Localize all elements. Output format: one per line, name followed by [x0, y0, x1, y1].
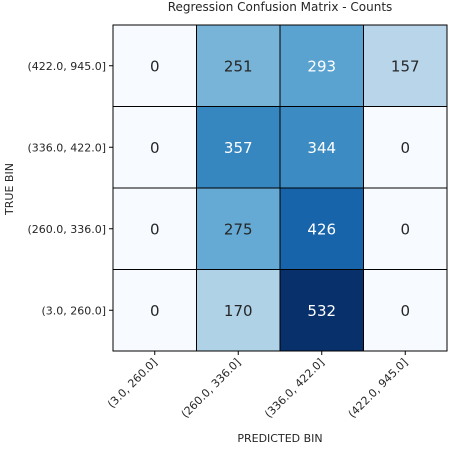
cell-value-label: 357: [224, 139, 253, 157]
x-tick-label: (336.0, 422.0]: [262, 356, 327, 421]
cell-value-label: 426: [307, 220, 336, 238]
cell-value-label: 157: [391, 57, 420, 75]
cell-value-label: 0: [400, 302, 410, 320]
y-tick-label: (336.0, 422.0]: [27, 141, 106, 154]
cell-value-label: 0: [150, 220, 160, 238]
x-axis-label: PREDICTED BIN: [237, 432, 322, 445]
cell-value-label: 0: [150, 302, 160, 320]
cell-value-label: 0: [150, 57, 160, 75]
cell-value-label: 0: [400, 220, 410, 238]
y-tick-label: (3.0, 260.0]: [41, 304, 106, 317]
heatmap-cell: [363, 106, 448, 189]
cell-value-label: 0: [150, 139, 160, 157]
x-tick-label: (422.0, 945.0]: [346, 356, 411, 421]
y-axis-label: TRUE BIN: [3, 163, 16, 216]
x-tick-label: (260.0, 336.0]: [179, 356, 244, 421]
chart-title: Regression Confusion Matrix - Counts: [168, 0, 393, 14]
cell-value-label: 275: [224, 220, 253, 238]
cell-value-label: 0: [400, 139, 410, 157]
axis-ticks: [109, 65, 406, 355]
heatmap-cell: [112, 269, 197, 352]
heatmap-cell: [363, 187, 448, 270]
heatmap-cell: [196, 106, 281, 189]
y-tick-labels: (422.0, 945.0] (336.0, 422.0] (260.0, 336.…: [27, 60, 106, 318]
heatmap-cell: [196, 187, 281, 270]
heatmap-cell: [112, 24, 197, 107]
x-tick-label: (3.0, 260.0]: [105, 356, 160, 411]
cell-value-label: 293: [307, 57, 336, 75]
y-tick-label: (260.0, 336.0]: [27, 223, 106, 236]
heatmap-cell: [196, 24, 281, 107]
heatmap-cell: [196, 269, 281, 352]
heatmap-cell: [112, 106, 197, 189]
heatmap-cell: [279, 24, 364, 107]
heatmap-cell: [363, 269, 448, 352]
heatmap-cells: 0 251 293 157 0 357 344 0 0 275 426 0 0 170 532 0: [112, 24, 448, 352]
heatmap-cell: [363, 24, 448, 107]
cell-value-label: 170: [224, 302, 253, 320]
x-tick-labels: (3.0, 260.0] (260.0, 336.0] (336.0, 422.0]…: [105, 356, 410, 421]
cell-value-label: 532: [307, 302, 336, 320]
y-tick-label: (422.0, 945.0]: [27, 60, 106, 73]
cell-value-label: 251: [224, 57, 253, 75]
cell-value-label: 344: [307, 139, 336, 157]
